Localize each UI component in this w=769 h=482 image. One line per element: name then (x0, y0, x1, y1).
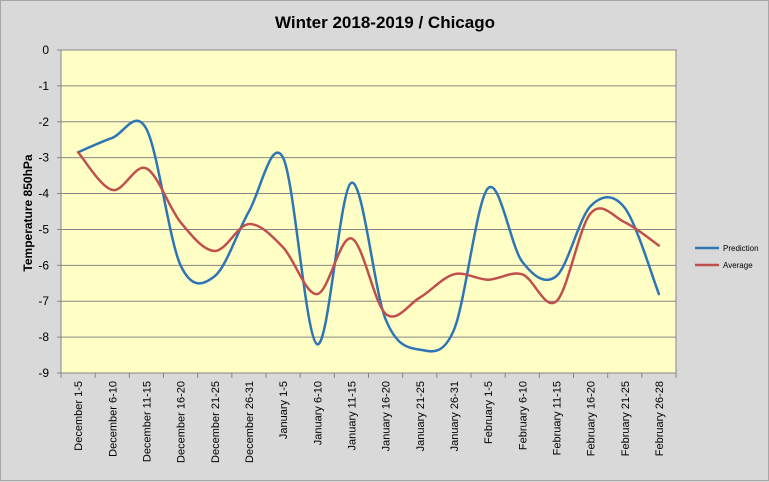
x-tick-label: February 16-20 (586, 381, 598, 456)
y-axis-label: Temperature 850hPa (21, 154, 35, 271)
y-tick-label: -7 (38, 294, 49, 308)
x-tick-label: February 6-10 (517, 381, 529, 450)
y-tick-label: -9 (38, 366, 49, 380)
legend-label: Prediction (723, 244, 759, 253)
x-tick-label: January 6-10 (312, 381, 324, 445)
x-tick-label: December 11-15 (141, 381, 153, 462)
x-tick-label: January 26-31 (449, 381, 461, 451)
legend-label: Average (723, 261, 753, 270)
x-tick-label: January 21-25 (415, 381, 427, 451)
y-tick-label: -8 (38, 330, 49, 344)
x-tick-label: January 16-20 (381, 381, 393, 451)
plot-area (61, 50, 676, 373)
y-tick-label: -3 (38, 151, 49, 165)
y-tick-label: -1 (38, 79, 49, 93)
x-tick-label: February 21-25 (620, 381, 632, 456)
x-tick-label: February 1-5 (483, 381, 495, 444)
x-tick-label: January 11-15 (346, 381, 358, 451)
x-tick-label: December 26-31 (244, 381, 256, 463)
y-axis-ticks: 0 -1 -2 -3 -4 -5 -6 -7 -8 -9 (38, 43, 61, 380)
x-tick-label: December 6-10 (107, 381, 119, 457)
y-tick-label: -4 (38, 187, 49, 201)
x-tick-label: February 26-28 (654, 381, 666, 456)
x-tick-label: December 1-5 (73, 381, 85, 451)
y-tick-label: -2 (38, 115, 49, 129)
x-tick-label: January 1-5 (278, 381, 290, 439)
x-axis-ticks: December 1-5 December 6-10 December 11-15 D… (61, 373, 676, 463)
x-tick-label: December 16-20 (176, 381, 188, 463)
y-tick-label: -5 (38, 222, 49, 236)
y-tick-label: 0 (42, 43, 49, 57)
x-tick-label: February 11-15 (551, 381, 563, 455)
legend: Prediction Average (695, 244, 759, 270)
y-tick-label: -6 (38, 258, 49, 272)
chart-title: Winter 2018-2019 / Chicago (275, 13, 495, 32)
x-tick-label: December 21-25 (210, 381, 222, 463)
